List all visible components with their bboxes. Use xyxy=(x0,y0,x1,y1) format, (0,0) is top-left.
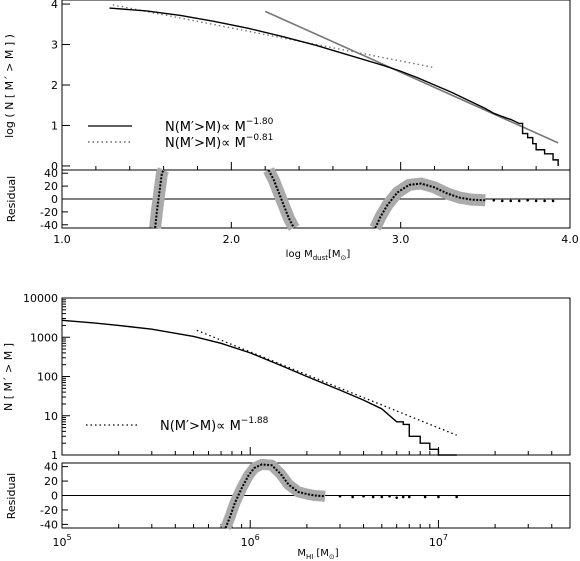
top-series-fit1 xyxy=(264,10,559,144)
bottom-residual-point-10 xyxy=(437,495,440,499)
top-residual-point-3 xyxy=(517,199,521,203)
bottom-residual-point-1 xyxy=(351,495,354,499)
top-ylabel: log ( N [ M´ > M ] ) xyxy=(3,34,16,138)
bottom-ytick-label-2: 100 xyxy=(37,371,58,384)
bottom-series-data xyxy=(61,319,457,456)
top-legend-solid-label: N(M′>M)∝ M−1.80 xyxy=(165,117,274,135)
top-legend-dotted-exp: −0.81 xyxy=(246,133,274,143)
bottom-residual-ytick-label-2: 0 xyxy=(51,490,58,503)
bottom-residual-point-0 xyxy=(338,494,342,498)
bottom-series-fit xyxy=(196,329,457,436)
bottom-ytick-label-3: 1000 xyxy=(30,331,58,344)
top-series-data xyxy=(109,7,559,166)
top-residual-curve-2 xyxy=(374,182,486,229)
bottom-residual-point-3 xyxy=(371,495,375,499)
top-ytick-label-0: 0 xyxy=(51,160,58,173)
bottom-residual-point-7 xyxy=(401,495,405,499)
top-residual-ytick-label-2: 0 xyxy=(51,193,58,206)
top-residual-point-4 xyxy=(526,198,529,202)
bottom-ytick-label-4: 10000 xyxy=(23,292,58,305)
top-residual-band-2 xyxy=(369,177,486,231)
bottom-residual-band-0 xyxy=(220,458,326,531)
bottom-main-frame xyxy=(61,297,571,456)
top-residual-xtick-label-0: 1.0 xyxy=(53,233,71,246)
top-residual-curve-0 xyxy=(154,169,165,229)
top-residual-point-7 xyxy=(551,199,555,203)
top-residual-curve-1 xyxy=(267,169,295,229)
bottom-residual-ytick-label-4: -40 xyxy=(40,518,58,531)
top-main-frame xyxy=(61,0,571,171)
top-residual-ytick-label-3: -20 xyxy=(40,206,58,219)
top-residual-point-0 xyxy=(492,198,496,202)
top-residual-point-5 xyxy=(534,199,538,203)
bottom-residual-point-5 xyxy=(388,494,391,498)
bottom-residual-ytick-label-0: 40 xyxy=(44,461,58,474)
bottom-residual-ytick-label-3: -20 xyxy=(40,504,58,517)
bottom-residual-point-8 xyxy=(407,495,411,499)
bottom-residual-point-6 xyxy=(395,496,398,499)
bottom-legend-dotted-label: N(M′>M)∝ M−1.88 xyxy=(160,416,269,434)
top-residual-ylabel: Residual xyxy=(5,176,18,222)
top-series-fit2 xyxy=(112,4,435,69)
data-layer xyxy=(61,4,559,531)
top-xlabel: log Mdust[M⊙] xyxy=(286,249,351,262)
top-residual-point-6 xyxy=(543,199,546,203)
bottom-xtick-label-2: 107 xyxy=(429,533,448,549)
bottom-ytick-label-0: 1 xyxy=(51,449,58,462)
bottom-ylabel: N [ M´ > M ] xyxy=(2,343,15,411)
top-ytick-label-4: 4 xyxy=(51,0,58,11)
top-ytick-label-3: 3 xyxy=(51,39,58,52)
top-residual-point-2 xyxy=(509,199,513,203)
top-legend-solid-exp: −1.80 xyxy=(246,117,274,127)
top-ytick-label-1: 1 xyxy=(51,119,58,132)
top-residual-point-1 xyxy=(500,199,504,203)
top-residual-ytick-label-1: 20 xyxy=(44,180,58,193)
tick-layer xyxy=(61,3,571,528)
bottom-xtick-label-1: 106 xyxy=(241,533,260,549)
top-ytick-label-2: 2 xyxy=(51,79,58,92)
top-legend-dotted-label: N(M′>M)∝ M−0.81 xyxy=(165,133,273,151)
top-residual-xtick-label-3: 4.0 xyxy=(561,233,579,246)
bottom-xlabel: MHI [M⊙] xyxy=(297,548,338,561)
bottom-residual-point-2 xyxy=(362,494,365,498)
bottom-residual-curve-0 xyxy=(224,463,326,529)
bottom-residual-point-9 xyxy=(423,495,427,499)
bottom-ytick-label-1: 10 xyxy=(44,410,58,423)
bottom-residual-ylabel: Residual xyxy=(5,473,18,519)
bottom-legend-dotted-exp: −1.88 xyxy=(241,416,269,426)
bottom-residual-ytick-label-1: 20 xyxy=(44,475,58,488)
top-residual-xtick-label-1: 2.0 xyxy=(223,233,241,246)
top-residual-ytick-label-4: -40 xyxy=(40,219,58,232)
bottom-residual-point-11 xyxy=(455,495,458,499)
top-residual-xtick-label-2: 3.0 xyxy=(392,233,410,246)
bottom-residual-point-4 xyxy=(380,495,384,499)
top-residual-ytick-label-0: 40 xyxy=(44,167,58,180)
bottom-xtick-label-0: 105 xyxy=(52,533,71,549)
